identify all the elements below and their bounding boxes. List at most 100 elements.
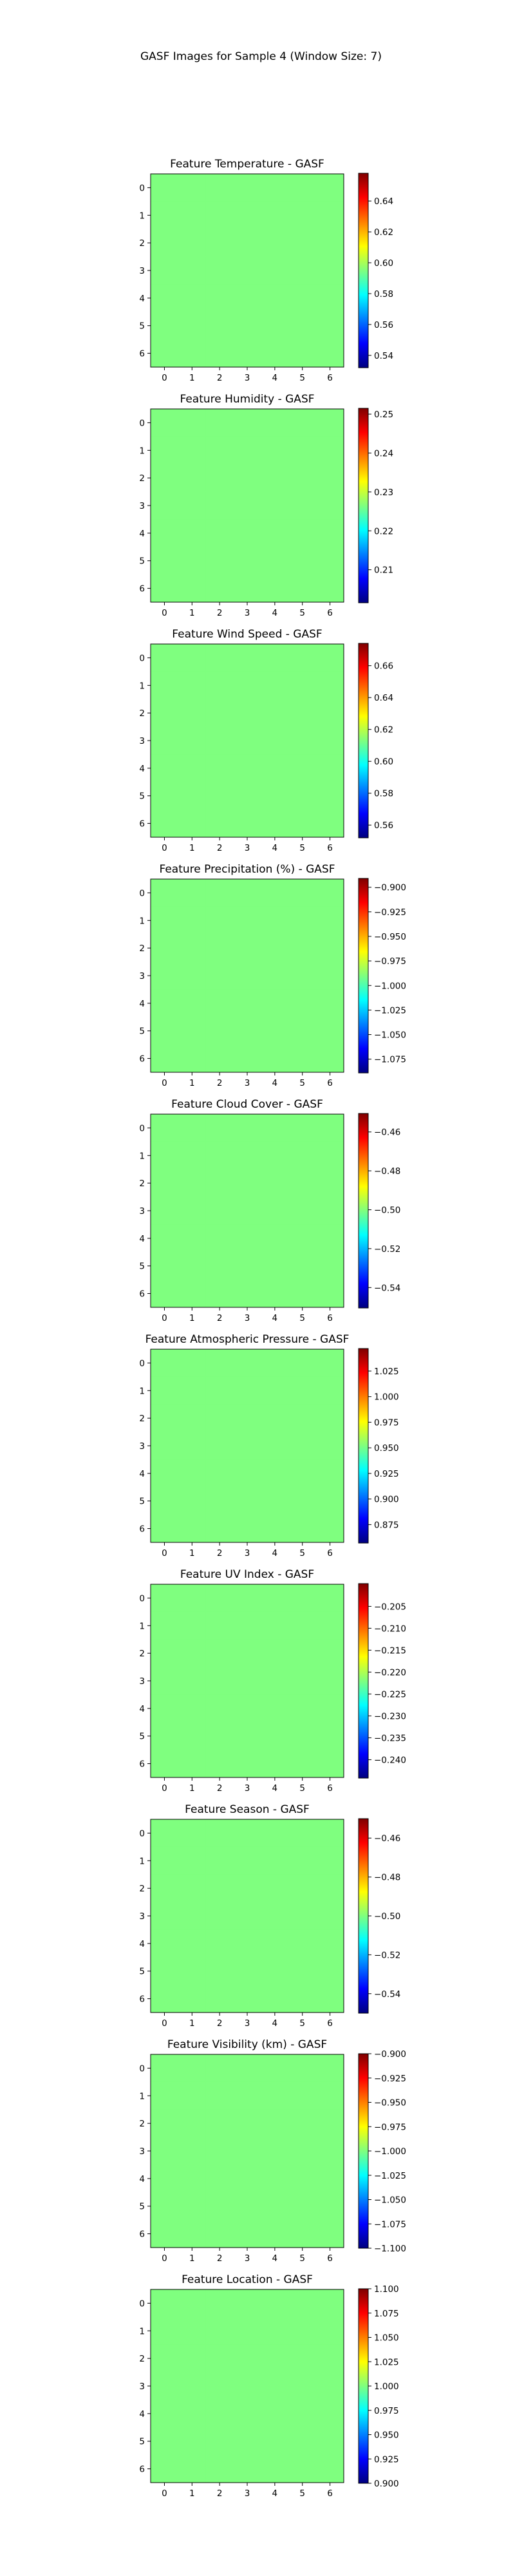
heatmap-cell <box>178 699 207 728</box>
y-tick-label: 5 <box>139 1497 145 1507</box>
heatmap-cell <box>151 284 179 312</box>
heatmap-cell <box>288 2289 317 2318</box>
x-tick-label: 1 <box>189 2018 195 2029</box>
heatmap-cell <box>178 1639 207 1668</box>
heatmap-cell <box>316 1404 344 1433</box>
heatmap-cell <box>261 1404 289 1433</box>
colorbar-tick-label: −0.925 <box>374 2074 406 2084</box>
heatmap-cell <box>288 726 317 755</box>
heatmap-cell <box>151 934 179 963</box>
heatmap-cell <box>205 1584 234 1613</box>
heatmap-cell <box>261 339 289 368</box>
heatmap-cell <box>316 1985 344 2013</box>
heatmap-cell <box>151 906 179 935</box>
heatmap-cell <box>316 409 344 437</box>
x-tick-label: 2 <box>217 2018 223 2029</box>
panel-title: Feature Precipitation (%) - GASF <box>159 863 335 876</box>
heatmap-cell <box>316 2081 344 2110</box>
heatmap-cell <box>261 312 289 340</box>
heatmap-cell <box>205 519 234 547</box>
heatmap-cell <box>288 2344 317 2373</box>
heatmap-cell <box>261 989 289 1018</box>
y-tick-label: 5 <box>139 2437 145 2447</box>
y-tick-label: 0 <box>139 418 145 428</box>
heatmap-cell <box>178 409 207 437</box>
x-tick-label: 6 <box>327 2253 333 2264</box>
heatmap-cell <box>316 1957 344 1985</box>
heatmap-cell <box>205 1141 234 1170</box>
heatmap-cell <box>205 1224 234 1253</box>
panel-title: Feature Location - GASF <box>182 2273 313 2286</box>
heatmap-cell <box>261 671 289 700</box>
heatmap-cell <box>178 1376 207 1405</box>
heatmap-cell <box>205 1874 234 1903</box>
heatmap-cell <box>178 1819 207 1848</box>
heatmap-cell <box>233 2220 261 2248</box>
colorbar-tick-label: 0.25 <box>374 410 393 420</box>
x-tick-label: 4 <box>272 1548 278 1558</box>
x-tick-label: 6 <box>327 2018 333 2029</box>
heatmap-cell <box>316 201 344 230</box>
heatmap-panel: Feature Humidity - GASF 0 1 2 3 4 5 6 0 1 2 3 4 5 6 0.2… <box>139 393 393 618</box>
y-tick-label: 4 <box>139 1939 145 1949</box>
heatmap-cell <box>205 312 234 340</box>
heatmap-cell <box>205 726 234 755</box>
colorbar-tick-label: −0.52 <box>374 1244 400 1255</box>
heatmap-cell <box>316 2372 344 2400</box>
heatmap-cell <box>288 1169 317 1198</box>
heatmap-cell <box>288 174 317 202</box>
heatmap-cell <box>261 1114 289 1142</box>
heatmap-cell <box>178 2109 207 2138</box>
y-tick-label: 6 <box>139 584 145 594</box>
x-tick-label: 0 <box>162 1078 167 1088</box>
heatmap-cell <box>233 2164 261 2193</box>
heatmap-cell <box>288 312 317 340</box>
heatmap-cell <box>316 934 344 963</box>
panel-title: Feature Atmospheric Pressure - GASF <box>145 1333 350 1346</box>
colorbar-tick-label: −0.950 <box>374 2098 406 2108</box>
y-tick-label: 4 <box>139 999 145 1009</box>
heatmap-panel: Feature Atmospheric Pressure - GASF 0 1 2 3 4… <box>139 1333 398 1558</box>
x-tick-label: 5 <box>299 1078 305 1088</box>
heatmap-cell <box>205 339 234 368</box>
heatmap-cell <box>288 2372 317 2400</box>
heatmap-cell <box>316 1432 344 1460</box>
heatmap-cell <box>288 1141 317 1170</box>
y-tick-label: 2 <box>139 708 145 719</box>
colorbar <box>358 173 369 368</box>
heatmap-cell <box>316 1141 344 1170</box>
heatmap-cell <box>151 2192 179 2221</box>
heatmap-cell <box>233 2400 261 2428</box>
x-tick-label: 4 <box>272 2253 278 2264</box>
y-tick-label: 4 <box>139 529 145 539</box>
heatmap-cell <box>233 574 261 603</box>
heatmap-cell <box>205 1404 234 1433</box>
heatmap-cell <box>205 2192 234 2221</box>
heatmap-cell <box>288 671 317 700</box>
heatmap-cell <box>151 229 179 258</box>
colorbar-tick-label: −0.950 <box>374 932 406 942</box>
heatmap-cell <box>316 1722 344 1750</box>
heatmap-cell <box>205 1169 234 1198</box>
colorbar-tick-label: −1.075 <box>374 1055 406 1065</box>
heatmap-cell <box>261 1017 289 1045</box>
x-tick-label: 5 <box>299 1783 305 1794</box>
panel-title: Feature Temperature - GASF <box>170 158 324 171</box>
heatmap-cell <box>261 2164 289 2193</box>
colorbar-tick-label: 0.64 <box>374 196 393 207</box>
heatmap-cell <box>233 1819 261 1848</box>
heatmap-cell <box>316 1197 344 1225</box>
heatmap-cell <box>316 2427 344 2456</box>
heatmap-cell <box>261 201 289 230</box>
heatmap-cell <box>151 1722 179 1750</box>
heatmap-cell <box>233 1017 261 1045</box>
y-tick-label: 2 <box>139 943 145 954</box>
heatmap-cell <box>288 2400 317 2428</box>
colorbar-tick-label: 0.24 <box>374 448 393 459</box>
heatmap-cell <box>233 1750 261 1778</box>
heatmap-cell <box>205 436 234 465</box>
heatmap-cell <box>178 519 207 547</box>
colorbar <box>358 408 369 603</box>
heatmap-cell <box>178 2137 207 2165</box>
heatmap-cell <box>205 782 234 810</box>
